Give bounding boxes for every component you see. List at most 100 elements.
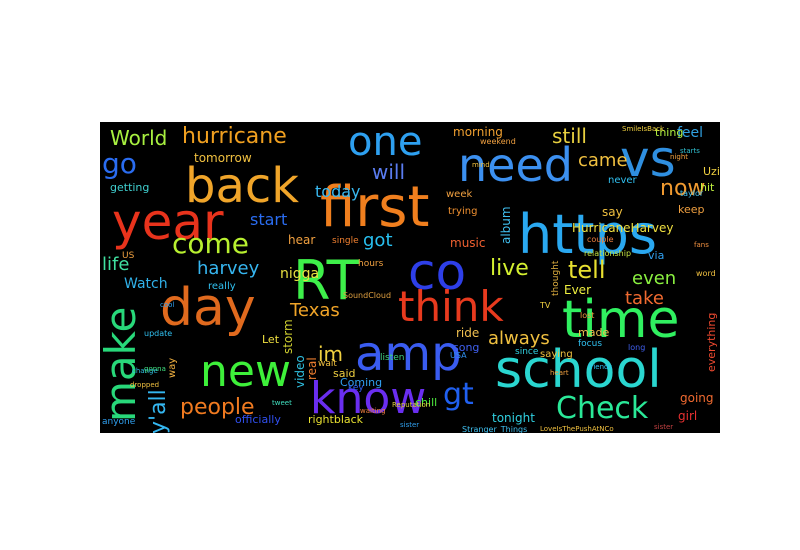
word: Watch [124,276,168,292]
word: even [632,268,677,289]
word: Reputation [392,401,431,409]
word: now [660,176,706,201]
word: today [315,182,361,201]
word: start [250,210,288,229]
word: hours [358,259,384,269]
word: new [200,346,291,397]
word: Stranger_Things [462,425,528,434]
word: take [625,288,664,309]
word: update [144,329,173,338]
word: harvey [197,258,260,279]
word: couple [587,235,614,244]
word: saying [540,349,573,360]
word: tell [568,256,606,284]
word: year [112,193,224,251]
word: school [495,340,662,400]
word: hurricane [182,124,287,149]
word: thought [551,260,561,296]
word: officially [235,413,281,426]
word: week [446,189,473,200]
word: know [310,373,427,424]
word: made [578,326,610,339]
word: life [102,254,130,275]
word: HurricaneHarvey [572,221,674,235]
word: getting [110,181,150,194]
word: keep [678,203,705,216]
word: night [670,153,689,161]
word: feel [677,125,704,141]
word: Texas [290,300,340,321]
word: everything [705,312,718,372]
word: via [648,249,665,262]
word: chill [415,396,438,409]
word: key [348,383,364,393]
word: storm [281,319,295,354]
word: single [332,236,359,246]
word: ride [456,326,480,340]
word: really [208,281,236,292]
word: hear [288,233,316,247]
word: friends [588,363,613,371]
word: cool [160,301,175,309]
word: tonight [492,411,535,425]
word: Ever [564,283,591,297]
word: music [450,236,486,250]
word-cloud: https first year back need vs one RT co … [100,122,720,433]
word: TV [540,301,551,310]
word: back [185,158,300,214]
word: starts [680,147,700,155]
word: SmileIsBack [622,125,665,133]
word: tomorrow [194,151,252,165]
word: y'all [146,389,171,433]
word: tweet [272,399,292,407]
word: real [305,357,319,380]
word: said [333,367,356,380]
word: US [122,251,135,261]
word: weekend [480,137,516,146]
word: anyone [102,417,136,427]
word: came [578,150,628,171]
word: gt [443,377,474,412]
word: Let [262,333,280,346]
word: still [552,124,587,148]
word: live [490,256,529,281]
word: USA [450,351,467,360]
word: LoveIsThePushAtNCo [540,425,614,433]
word: album [499,206,513,244]
word: think [398,282,504,331]
word: listen [380,353,405,363]
word: Coming [340,376,383,389]
word: come [172,227,250,260]
word: song [453,341,480,354]
word: trying [448,206,478,217]
word: im [318,342,344,366]
word: always [488,328,550,349]
word: wait [318,359,337,369]
word: mind [472,161,490,169]
word: RT [293,249,360,312]
word: long [628,343,646,352]
word: will [372,160,406,184]
word: sister [400,421,420,429]
word: hit [700,181,715,194]
word: amp [355,326,462,382]
word: first [320,175,430,240]
word: gonna [144,365,166,373]
word: nigga [280,266,320,282]
word: fans [694,241,709,249]
word: people [180,395,255,420]
word: heart [550,369,569,377]
word: dropped [130,381,160,389]
word: make [100,306,145,422]
word: word [696,269,716,278]
word: way [167,357,178,378]
word: rightblack [308,413,364,426]
word: sister [654,423,674,431]
word: need [458,138,573,192]
word: one [348,122,423,165]
word: relationship [584,249,632,258]
word: never [608,175,637,186]
word: got [363,230,393,251]
word: taylor [680,189,704,198]
word: co [408,243,467,301]
